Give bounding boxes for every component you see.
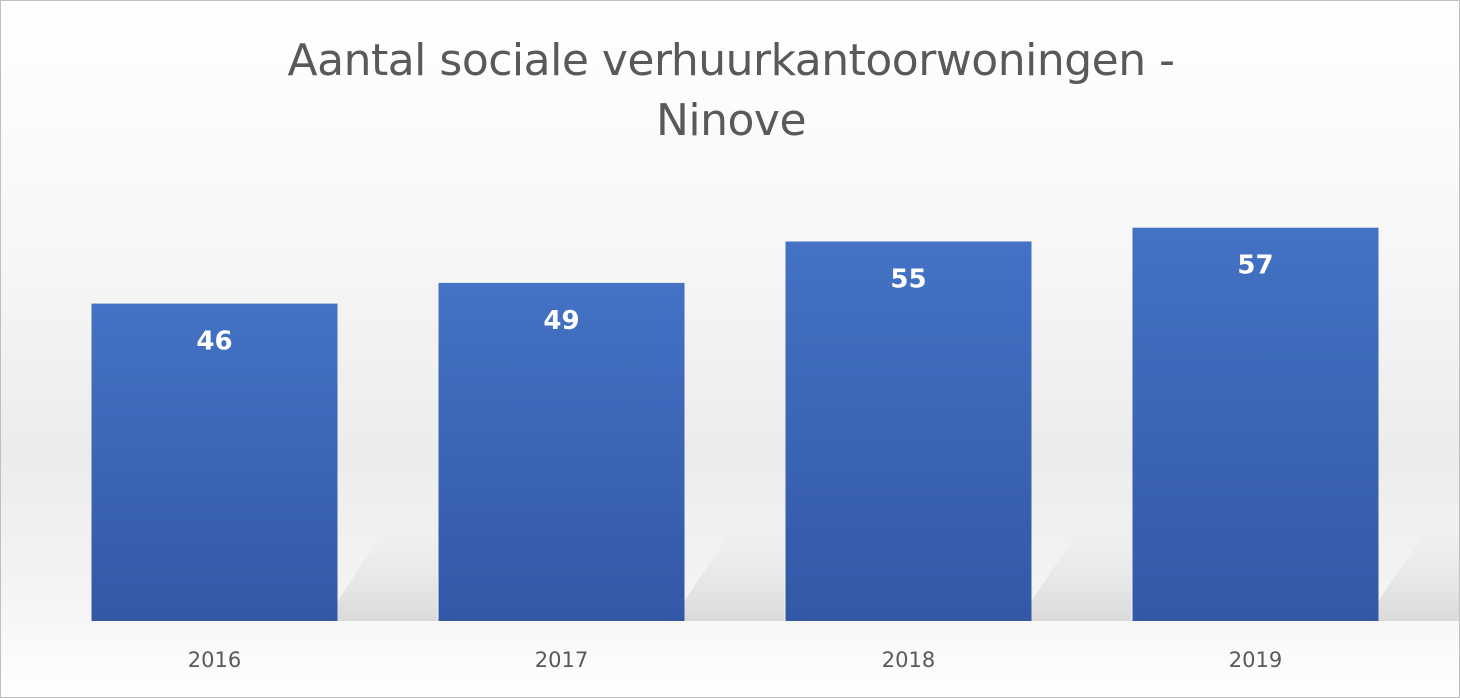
- x-tick-label-2017: 2017: [535, 648, 588, 672]
- chart-title: Aantal sociale verhuurkantoorwoningen - …: [181, 31, 1281, 151]
- bar-shadow-2019: [1378, 526, 1459, 621]
- bar-2018: [785, 241, 1032, 621]
- bars: [91, 227, 1379, 621]
- bar-value-labels: 46 49 55 57: [196, 251, 1273, 357]
- bar-shadow-2018: [1031, 526, 1132, 621]
- bar-2019: [1132, 227, 1379, 621]
- bar-value-label-2019: 57: [1237, 251, 1273, 281]
- bar-2017: [438, 282, 685, 621]
- bar-2016: [91, 303, 338, 621]
- chart-title-line-2: Ninove: [655, 95, 807, 146]
- x-tick-label-2016: 2016: [188, 648, 241, 672]
- category-tick-labels: 2016 2017 2018 2019: [188, 648, 1282, 672]
- bar-shadow-2016: [337, 526, 438, 621]
- bar-value-label-2016: 46: [196, 327, 232, 357]
- bar-value-label-2018: 55: [890, 265, 926, 295]
- bar-shadow-2017: [684, 526, 785, 621]
- x-tick-label-2018: 2018: [882, 648, 935, 672]
- bar-value-label-2017: 49: [543, 306, 579, 336]
- bar-shadows: [337, 526, 1459, 621]
- chart-title-line-1: Aantal sociale verhuurkantoorwoningen -: [287, 35, 1175, 86]
- x-tick-label-2019: 2019: [1229, 648, 1282, 672]
